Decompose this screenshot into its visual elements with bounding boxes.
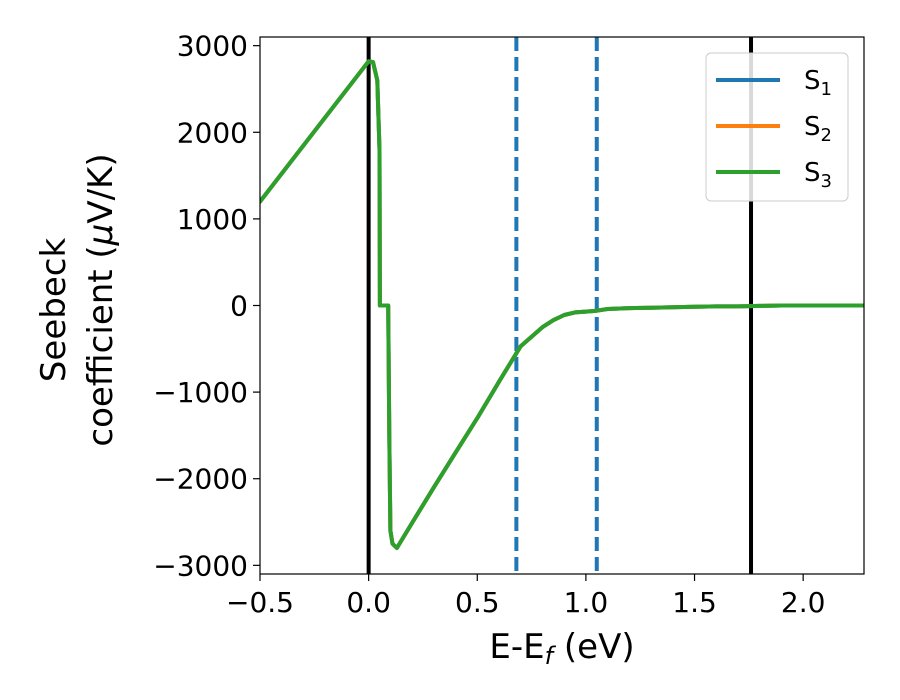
x-tick-label: 0.0 xyxy=(346,586,391,619)
y-axis-title-line1: Seebeck xyxy=(34,238,74,383)
series-line-3 xyxy=(260,59,864,550)
legend-label-2: S2 xyxy=(804,112,832,146)
y-axis-ticks: −3000 −2000 −1000 0 1000 2000 3000 xyxy=(153,30,260,582)
legend-label-3: S3 xyxy=(804,158,832,192)
x-axis-ticks: −0.5 0.0 0.5 1.0 1.5 2.0 xyxy=(226,574,825,619)
legend-label-subscript: 3 xyxy=(821,171,832,192)
legend-label-1: S1 xyxy=(804,66,832,100)
y-axis-title-line2: coefficient (μV/K) xyxy=(81,153,121,446)
x-tick-label: 1.0 xyxy=(564,586,609,619)
y-axis-title-mu: μ xyxy=(81,224,121,247)
x-tick-label: −0.5 xyxy=(226,586,294,619)
legend-label-subscript: 2 xyxy=(821,125,832,146)
y-axis-title: Seebeck coefficient (μV/K) xyxy=(34,153,121,446)
y-tick-label: −2000 xyxy=(153,463,248,496)
y-tick-label: −1000 xyxy=(153,376,248,409)
x-axis-title-main: E-E xyxy=(489,627,544,667)
y-axis-title-unit: V/K) xyxy=(81,153,121,223)
y-tick-label: 2000 xyxy=(177,116,248,149)
x-tick-label: 1.5 xyxy=(672,586,717,619)
x-tick-label: 0.5 xyxy=(455,586,500,619)
legend-label-subscript: 1 xyxy=(821,79,832,100)
x-tick-label: 2.0 xyxy=(781,586,826,619)
x-axis-title: E-Ef (eV) xyxy=(489,627,634,670)
legend-label-main: S xyxy=(804,112,821,142)
y-tick-label: 1000 xyxy=(177,203,248,236)
legend-label-main: S xyxy=(804,66,821,96)
x-axis-title-unit: (eV) xyxy=(553,627,635,667)
y-tick-label: 3000 xyxy=(177,30,248,63)
y-tick-label: 0 xyxy=(230,290,248,323)
y-axis-title-line2-text: coefficient ( xyxy=(81,245,121,446)
legend-label-main: S xyxy=(804,158,821,188)
y-tick-label: −3000 xyxy=(153,549,248,582)
series-lines xyxy=(260,59,864,550)
